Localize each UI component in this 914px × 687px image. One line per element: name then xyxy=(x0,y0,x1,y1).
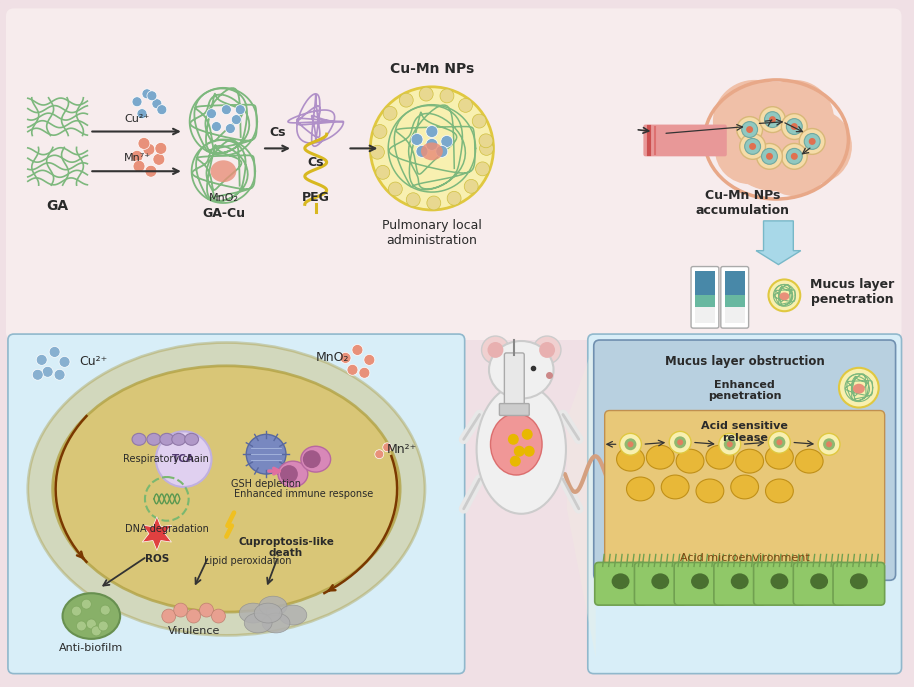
Circle shape xyxy=(628,441,633,447)
Circle shape xyxy=(207,109,217,119)
FancyBboxPatch shape xyxy=(6,8,901,340)
Circle shape xyxy=(427,196,441,210)
Circle shape xyxy=(755,80,834,159)
Circle shape xyxy=(749,143,756,150)
Circle shape xyxy=(539,342,555,358)
FancyBboxPatch shape xyxy=(8,334,464,674)
Circle shape xyxy=(133,160,145,172)
FancyBboxPatch shape xyxy=(499,403,529,416)
Circle shape xyxy=(508,434,519,444)
Text: Cu-Mn NPs
accumulation: Cu-Mn NPs accumulation xyxy=(696,189,790,217)
Circle shape xyxy=(522,429,533,440)
Circle shape xyxy=(211,609,226,623)
Text: Respiratory chain: Respiratory chain xyxy=(122,454,208,464)
Text: GA: GA xyxy=(47,199,69,213)
Circle shape xyxy=(174,603,187,617)
FancyBboxPatch shape xyxy=(691,267,718,328)
Ellipse shape xyxy=(766,479,793,503)
Circle shape xyxy=(138,137,150,149)
Circle shape xyxy=(766,153,773,160)
Text: Pulmonary local
administration: Pulmonary local administration xyxy=(382,219,482,247)
Circle shape xyxy=(143,144,154,155)
Circle shape xyxy=(235,104,245,115)
Ellipse shape xyxy=(696,479,724,503)
Text: Cu²⁺: Cu²⁺ xyxy=(124,113,150,124)
Circle shape xyxy=(383,443,392,452)
Circle shape xyxy=(533,336,561,364)
Circle shape xyxy=(340,352,351,363)
Text: MnO₂: MnO₂ xyxy=(208,193,239,203)
Circle shape xyxy=(475,162,490,176)
Circle shape xyxy=(720,82,829,191)
Text: Enhanced
penetration: Enhanced penetration xyxy=(708,380,781,401)
Circle shape xyxy=(464,179,478,193)
Circle shape xyxy=(399,93,413,107)
FancyBboxPatch shape xyxy=(721,267,749,328)
Circle shape xyxy=(42,366,53,377)
Circle shape xyxy=(799,128,825,155)
FancyBboxPatch shape xyxy=(594,340,896,581)
Ellipse shape xyxy=(262,613,290,633)
FancyBboxPatch shape xyxy=(634,563,686,605)
Circle shape xyxy=(440,89,454,103)
Circle shape xyxy=(153,153,165,166)
Ellipse shape xyxy=(617,447,644,471)
Circle shape xyxy=(436,146,448,157)
Circle shape xyxy=(514,446,525,457)
Ellipse shape xyxy=(172,433,186,445)
Circle shape xyxy=(280,465,298,483)
Circle shape xyxy=(669,431,691,453)
Circle shape xyxy=(826,441,832,447)
Text: Anti-biofilm: Anti-biofilm xyxy=(59,643,123,653)
Circle shape xyxy=(383,106,397,120)
Text: Mucus layer
penetration: Mucus layer penetration xyxy=(810,278,895,306)
Circle shape xyxy=(99,621,108,631)
Ellipse shape xyxy=(795,449,824,473)
Text: TCA: TCA xyxy=(172,454,195,464)
Circle shape xyxy=(246,434,286,474)
Text: Lipid peroxidation: Lipid peroxidation xyxy=(205,556,292,567)
Circle shape xyxy=(145,166,157,177)
Ellipse shape xyxy=(160,433,174,445)
Circle shape xyxy=(303,450,321,468)
Text: Cuproptosis-like
death: Cuproptosis-like death xyxy=(238,537,334,559)
Polygon shape xyxy=(567,340,596,657)
Circle shape xyxy=(388,182,402,196)
Circle shape xyxy=(364,354,375,365)
Circle shape xyxy=(49,346,60,357)
Circle shape xyxy=(221,104,231,115)
Text: DNA degradation: DNA degradation xyxy=(125,523,208,534)
Ellipse shape xyxy=(491,414,542,475)
Circle shape xyxy=(769,280,801,311)
Text: GA-Cu: GA-Cu xyxy=(202,207,245,220)
Ellipse shape xyxy=(244,613,272,633)
Ellipse shape xyxy=(626,477,654,501)
Ellipse shape xyxy=(691,574,709,589)
Circle shape xyxy=(818,433,840,455)
Circle shape xyxy=(781,144,807,169)
Ellipse shape xyxy=(239,603,267,623)
Circle shape xyxy=(91,626,101,636)
Circle shape xyxy=(739,133,766,159)
Ellipse shape xyxy=(254,603,282,623)
Circle shape xyxy=(776,439,782,445)
Ellipse shape xyxy=(421,142,442,160)
FancyBboxPatch shape xyxy=(643,124,727,157)
Circle shape xyxy=(760,106,785,133)
Circle shape xyxy=(157,104,166,115)
Circle shape xyxy=(373,124,387,139)
FancyArrow shape xyxy=(756,221,801,264)
Circle shape xyxy=(487,342,504,358)
Circle shape xyxy=(482,336,509,364)
Ellipse shape xyxy=(780,293,790,300)
Ellipse shape xyxy=(301,447,331,472)
Text: Acid sensitive
release: Acid sensitive release xyxy=(701,421,788,443)
Ellipse shape xyxy=(736,449,763,473)
Circle shape xyxy=(411,133,423,146)
FancyBboxPatch shape xyxy=(595,563,646,605)
Circle shape xyxy=(786,148,802,164)
Ellipse shape xyxy=(766,445,793,469)
Polygon shape xyxy=(143,517,172,550)
Circle shape xyxy=(54,370,65,380)
